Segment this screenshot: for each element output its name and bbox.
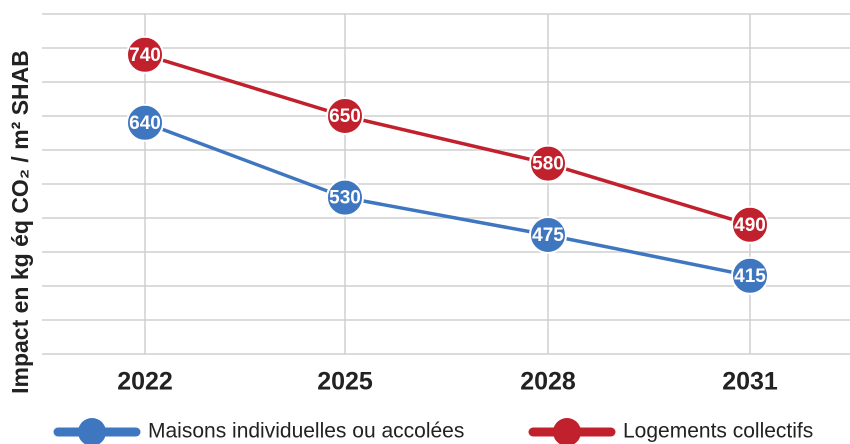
x-tick-label: 2031 bbox=[722, 368, 778, 396]
legend-marker bbox=[78, 418, 106, 444]
legend-marker bbox=[553, 418, 581, 444]
data-label: 475 bbox=[532, 225, 564, 246]
point-marker bbox=[731, 205, 769, 244]
data-label: 580 bbox=[532, 154, 564, 175]
point-marker bbox=[326, 178, 364, 217]
data-label: 640 bbox=[129, 113, 161, 134]
point-marker bbox=[126, 35, 164, 74]
x-tick-label: 2025 bbox=[317, 368, 373, 396]
y-axis-label: Impact en kg éq CO₂ / m² SHAB bbox=[7, 50, 33, 394]
legend-label: Maisons individuelles ou accolées bbox=[148, 420, 464, 443]
data-label: 415 bbox=[734, 266, 766, 287]
x-tick-label: 2022 bbox=[117, 368, 173, 396]
data-label: 650 bbox=[329, 106, 361, 127]
data-label: 530 bbox=[329, 188, 361, 209]
point-marker bbox=[731, 256, 769, 295]
point-marker bbox=[529, 144, 567, 183]
x-tick-label: 2028 bbox=[520, 368, 576, 396]
legend-label: Logements collectifs bbox=[623, 420, 813, 443]
data-label: 740 bbox=[129, 45, 161, 66]
series-line bbox=[144, 121, 751, 278]
data-label: 490 bbox=[734, 215, 766, 236]
series-line bbox=[144, 53, 751, 227]
point-marker bbox=[529, 216, 567, 254]
point-marker bbox=[126, 103, 164, 142]
point-marker bbox=[326, 97, 364, 135]
